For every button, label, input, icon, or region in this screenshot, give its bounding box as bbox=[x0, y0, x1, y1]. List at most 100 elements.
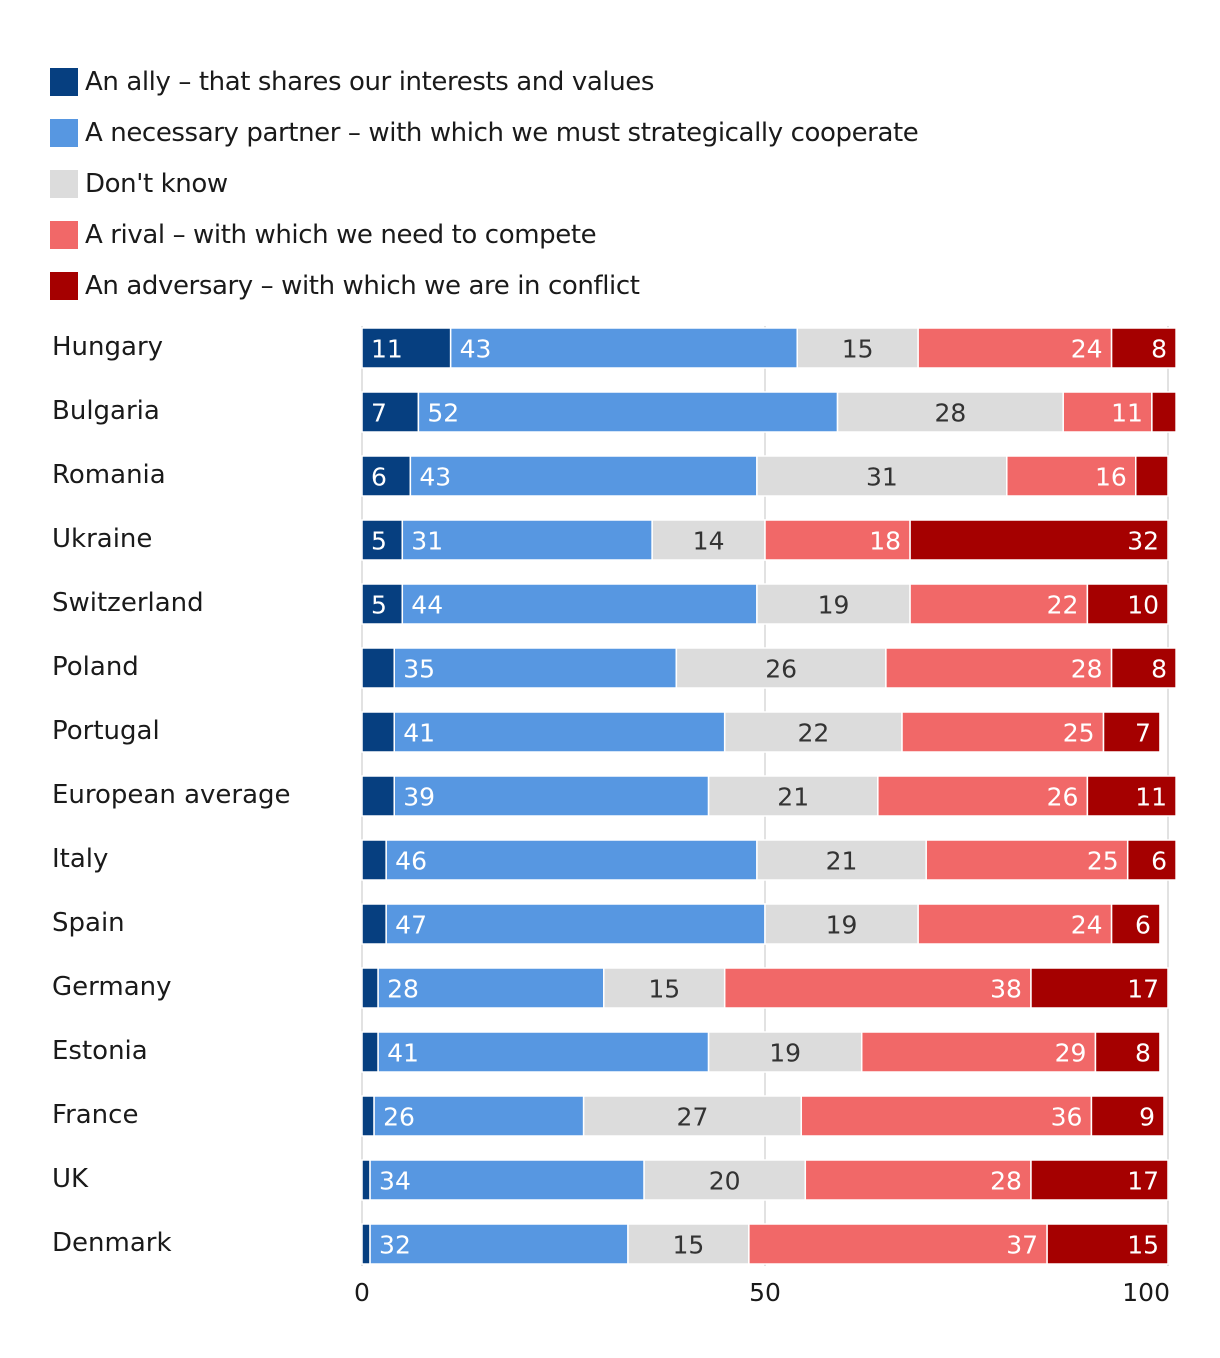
bar-segment bbox=[582, 1095, 803, 1137]
bar-value-label: 35 bbox=[403, 655, 435, 684]
bar-value-label: 28 bbox=[990, 1167, 1022, 1196]
bar-value-label: 6 bbox=[371, 463, 387, 492]
bar-segment bbox=[393, 647, 678, 689]
bar-value-label: 6 bbox=[1135, 911, 1151, 940]
bar-value-label: 16 bbox=[1095, 463, 1127, 492]
bar-segment bbox=[361, 519, 404, 561]
legend: An ally – that shares our interests and … bbox=[50, 56, 919, 311]
bar-segment bbox=[1094, 1031, 1161, 1073]
bar-segment bbox=[800, 1095, 1093, 1137]
bar-segment bbox=[1086, 583, 1169, 625]
category-label: France bbox=[52, 1100, 138, 1130]
bar-segment bbox=[1135, 455, 1169, 497]
bar-segment bbox=[385, 839, 758, 881]
bar-segment bbox=[756, 839, 927, 881]
bar-segment bbox=[361, 647, 395, 689]
category-label: Italy bbox=[52, 844, 108, 874]
bar-segment bbox=[385, 903, 766, 945]
category-label: Estonia bbox=[52, 1036, 148, 1066]
bar-value-label: 28 bbox=[1071, 655, 1103, 684]
bar-value-label: 52 bbox=[427, 399, 459, 428]
x-tick-label: 100 bbox=[1122, 1278, 1170, 1307]
bar-segment bbox=[361, 583, 404, 625]
bar-value-label: 36 bbox=[1051, 1103, 1083, 1132]
bar-segment bbox=[361, 775, 395, 817]
bar-segment bbox=[748, 1223, 1048, 1265]
bar-value-label: 15 bbox=[648, 975, 680, 1004]
bar-value-label: 28 bbox=[934, 399, 966, 428]
bar-segment bbox=[393, 775, 710, 817]
category-label: Bulgaria bbox=[52, 396, 160, 426]
bar-segment bbox=[401, 583, 758, 625]
bar-value-label: 41 bbox=[403, 719, 435, 748]
bar-value-label: 32 bbox=[379, 1231, 411, 1260]
x-tick-label: 50 bbox=[749, 1278, 781, 1307]
bar-value-label: 21 bbox=[777, 783, 809, 812]
bar-value-label: 7 bbox=[371, 399, 387, 428]
bar-segment bbox=[723, 711, 903, 753]
bar-segment bbox=[1006, 455, 1137, 497]
legend-item: An adversary – with which we are in conf… bbox=[50, 260, 918, 311]
category-label: Germany bbox=[52, 972, 172, 1002]
bar-segment bbox=[603, 967, 726, 1009]
bar-segment bbox=[1110, 903, 1161, 945]
bar-value-label: 26 bbox=[765, 655, 797, 684]
bar-segment bbox=[361, 1223, 371, 1265]
bar-segment bbox=[1086, 775, 1177, 817]
category-label: Spain bbox=[52, 908, 125, 938]
category-label: Portugal bbox=[52, 716, 160, 746]
bar-segment bbox=[764, 519, 911, 561]
legend-label: A rival – with which we need to compete bbox=[85, 219, 597, 250]
bar-segment bbox=[1151, 391, 1177, 433]
bar-value-label: 28 bbox=[387, 975, 419, 1004]
bar-segment bbox=[1110, 327, 1177, 369]
bar-value-label: 27 bbox=[677, 1103, 709, 1132]
legend-item: Don't know bbox=[50, 158, 918, 209]
bar-value-label: 10 bbox=[1127, 591, 1159, 620]
bar-segment bbox=[409, 455, 758, 497]
bar-segment bbox=[361, 1095, 375, 1137]
bar-value-label: 31 bbox=[411, 527, 443, 556]
bar-value-label: 20 bbox=[709, 1167, 741, 1196]
legend-swatch bbox=[50, 67, 78, 96]
bar-segment bbox=[877, 775, 1089, 817]
bar-value-label: 8 bbox=[1151, 655, 1167, 684]
bar-value-label: 8 bbox=[1151, 335, 1167, 364]
bar-segment bbox=[1126, 839, 1177, 881]
legend-swatch bbox=[50, 271, 78, 300]
category-label: European average bbox=[52, 780, 291, 810]
category-label: Switzerland bbox=[52, 588, 204, 618]
bar-segment bbox=[1090, 1095, 1165, 1137]
bar-segment bbox=[449, 327, 798, 369]
bar-value-label: 46 bbox=[395, 847, 427, 876]
bar-segment bbox=[675, 647, 887, 689]
bar-value-label: 34 bbox=[379, 1167, 411, 1196]
bar-value-label: 18 bbox=[869, 527, 901, 556]
bar-segment bbox=[723, 967, 1032, 1009]
bar-value-label: 5 bbox=[371, 527, 387, 556]
bar-segment bbox=[361, 903, 387, 945]
bar-value-label: 38 bbox=[990, 975, 1022, 1004]
bar-segment bbox=[756, 583, 911, 625]
bar-segment bbox=[377, 967, 605, 1009]
bar-value-label: 8 bbox=[1135, 1039, 1151, 1068]
bar-segment bbox=[361, 455, 412, 497]
bar-value-label: 14 bbox=[693, 527, 725, 556]
legend-label: Don't know bbox=[85, 168, 228, 199]
bar-value-label: 26 bbox=[1047, 783, 1079, 812]
bar-value-label: 11 bbox=[1111, 399, 1143, 428]
bar-value-label: 21 bbox=[826, 847, 858, 876]
bar-value-label: 5 bbox=[371, 591, 387, 620]
bar-value-label: 41 bbox=[387, 1039, 419, 1068]
bar-value-label: 24 bbox=[1071, 911, 1103, 940]
bar-segment bbox=[1062, 391, 1153, 433]
bar-segment bbox=[651, 519, 766, 561]
legend-label: A necessary partner – with which we must… bbox=[85, 117, 919, 148]
bar-segment bbox=[369, 1159, 645, 1201]
bar-segment bbox=[1110, 647, 1177, 689]
bar-segment bbox=[1030, 967, 1169, 1009]
bar-value-label: 6 bbox=[1151, 847, 1167, 876]
bar-value-label: 11 bbox=[1135, 783, 1167, 812]
bar-segment bbox=[361, 839, 387, 881]
